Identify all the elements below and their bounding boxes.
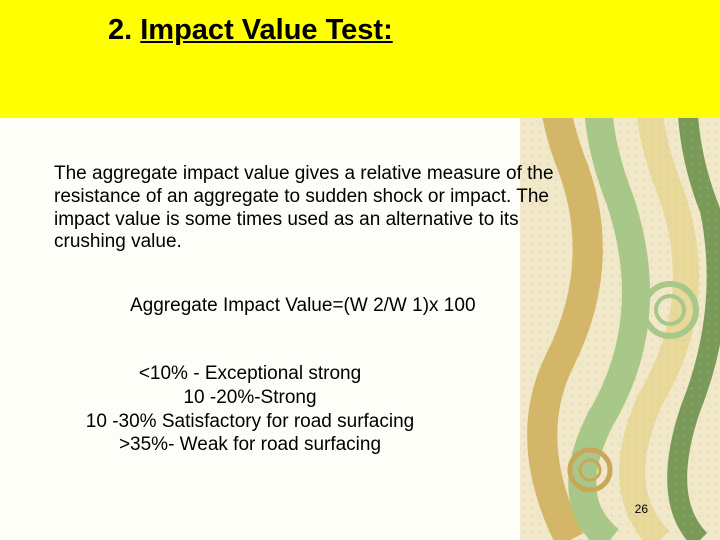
description-paragraph: The aggregate impact value gives a relat…	[54, 163, 564, 254]
formula-text: Aggregate Impact Value=(W 2/W 1)x 100	[130, 295, 476, 317]
criteria-line: <10% - Exceptional strong	[0, 362, 500, 386]
criteria-line: 10 -30% Satisfactory for road surfacing	[0, 410, 500, 434]
criteria-block: <10% - Exceptional strong 10 -20%-Strong…	[0, 362, 500, 457]
title-text: Impact Value Test:	[140, 14, 393, 46]
title-prefix: 2.	[108, 14, 140, 46]
criteria-line: >35%- Weak for road surfacing	[0, 433, 500, 457]
criteria-line: 10 -20%-Strong	[0, 386, 500, 410]
slide-title: 2. Impact Value Test:	[108, 14, 393, 47]
page-number: 26	[635, 502, 648, 516]
